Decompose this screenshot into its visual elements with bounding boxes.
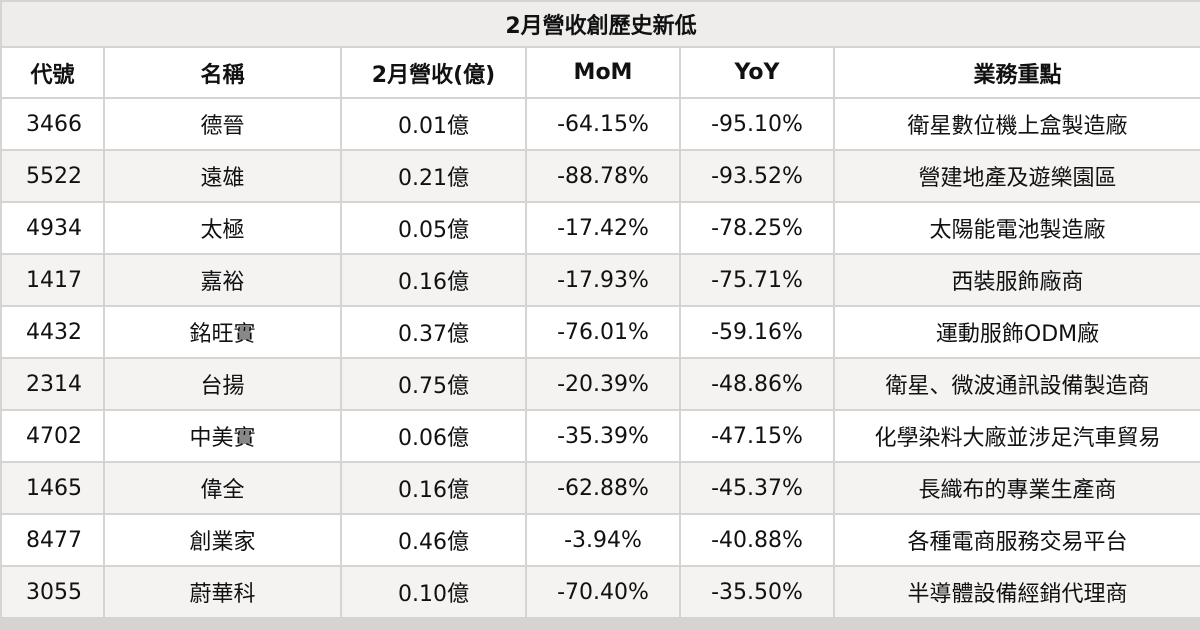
cell-business: 化學染料大廠並涉足汽車貿易 (835, 411, 1200, 461)
cell-name: 台揚 (105, 359, 340, 409)
header-name: 名稱 (105, 48, 340, 97)
cell-yoy: -78.25% (681, 203, 833, 253)
cell-code: 3466 (2, 99, 103, 149)
cell-name: 偉全 (105, 463, 340, 513)
cell-revenue: 0.21億 (342, 151, 525, 201)
cell-yoy: -75.71% (681, 255, 833, 305)
table-row: 3466 德晉 0.01億 -64.15% -95.10% 衛星數位機上盒製造廠 (2, 99, 1200, 149)
cell-mom: -20.39% (527, 359, 679, 409)
cell-name: 蔚華科 (105, 567, 340, 617)
cell-name: 德晉 (105, 99, 340, 149)
cell-code: 4702 (2, 411, 103, 461)
cell-revenue: 0.06億 (342, 411, 525, 461)
table-row: 8477 創業家 0.46億 -3.94% -40.88% 各種電商服務交易平台 (2, 515, 1200, 565)
cell-business: 長織布的專業生產商 (835, 463, 1200, 513)
table-row: 4934 太極 0.05億 -17.42% -78.25% 太陽能電池製造廠 (2, 203, 1200, 253)
cell-business: 衛星數位機上盒製造廠 (835, 99, 1200, 149)
cell-business: 營建地產及遊樂園區 (835, 151, 1200, 201)
cell-business: 西裝服飾廠商 (835, 255, 1200, 305)
cell-code: 4934 (2, 203, 103, 253)
header-mom: MoM (527, 48, 679, 97)
header-row: 代號 名稱 2月營收(億) MoM YoY 業務重點 (2, 48, 1200, 97)
cell-mom: -35.39% (527, 411, 679, 461)
cell-code: 5522 (2, 151, 103, 201)
cell-code: 2314 (2, 359, 103, 409)
cell-revenue: 0.37億 (342, 307, 525, 357)
cell-mom: -70.40% (527, 567, 679, 617)
cell-revenue: 0.10億 (342, 567, 525, 617)
cell-mom: -3.94% (527, 515, 679, 565)
cell-code: 3055 (2, 567, 103, 617)
table-row: 1465 偉全 0.16億 -62.88% -45.37% 長織布的專業生產商 (2, 463, 1200, 513)
cell-yoy: -93.52% (681, 151, 833, 201)
cell-name: 銘旺實 (105, 307, 340, 357)
cell-revenue: 0.01億 (342, 99, 525, 149)
cell-revenue: 0.16億 (342, 463, 525, 513)
table-row: 4702 中美實 0.06億 -35.39% -47.15% 化學染料大廠並涉足汽車貿易 (2, 411, 1200, 461)
header-revenue: 2月營收(億) (342, 48, 525, 97)
cell-business: 各種電商服務交易平台 (835, 515, 1200, 565)
cell-yoy: -59.16% (681, 307, 833, 357)
cell-yoy: -45.37% (681, 463, 833, 513)
table-row: 1417 嘉裕 0.16億 -17.93% -75.71% 西裝服飾廠商 (2, 255, 1200, 305)
cell-yoy: -95.10% (681, 99, 833, 149)
title-row: 2月營收創歷史新低 (2, 2, 1200, 46)
cell-mom: -64.15% (527, 99, 679, 149)
cell-code: 1465 (2, 463, 103, 513)
table-row: 5522 遠雄 0.21億 -88.78% -93.52% 營建地產及遊樂園區 (2, 151, 1200, 201)
cell-mom: -88.78% (527, 151, 679, 201)
cell-mom: -17.42% (527, 203, 679, 253)
cell-code: 1417 (2, 255, 103, 305)
cell-mom: -76.01% (527, 307, 679, 357)
table-row: 4432 銘旺實 0.37億 -76.01% -59.16% 運動服飾ODM廠 (2, 307, 1200, 357)
header-business: 業務重點 (835, 48, 1200, 97)
cell-mom: -62.88% (527, 463, 679, 513)
cell-code: 8477 (2, 515, 103, 565)
cell-revenue: 0.46億 (342, 515, 525, 565)
cell-yoy: -47.15% (681, 411, 833, 461)
cell-revenue: 0.16億 (342, 255, 525, 305)
table-row: 3055 蔚華科 0.10億 -70.40% -35.50% 半導體設備經銷代理商 (2, 567, 1200, 617)
cell-revenue: 0.05億 (342, 203, 525, 253)
cell-name: 嘉裕 (105, 255, 340, 305)
cell-mom: -17.93% (527, 255, 679, 305)
cell-name: 太極 (105, 203, 340, 253)
table-body: 3466 德晉 0.01億 -64.15% -95.10% 衛星數位機上盒製造廠 5522 遠… (2, 99, 1200, 617)
cell-code: 4432 (2, 307, 103, 357)
cell-name: 中美實 (105, 411, 340, 461)
header-yoy: YoY (681, 48, 833, 97)
table-title: 2月營收創歷史新低 (2, 2, 1200, 46)
cell-revenue: 0.75億 (342, 359, 525, 409)
cell-yoy: -35.50% (681, 567, 833, 617)
cell-yoy: -40.88% (681, 515, 833, 565)
cell-business: 太陽能電池製造廠 (835, 203, 1200, 253)
cell-business: 衛星、微波通訊設備製造商 (835, 359, 1200, 409)
cell-business: 半導體設備經銷代理商 (835, 567, 1200, 617)
cell-name: 創業家 (105, 515, 340, 565)
table-row: 2314 台揚 0.75億 -20.39% -48.86% 衛星、微波通訊設備製造商 (2, 359, 1200, 409)
cell-name: 遠雄 (105, 151, 340, 201)
cell-yoy: -48.86% (681, 359, 833, 409)
header-code: 代號 (2, 48, 103, 97)
cell-business: 運動服飾ODM廠 (835, 307, 1200, 357)
